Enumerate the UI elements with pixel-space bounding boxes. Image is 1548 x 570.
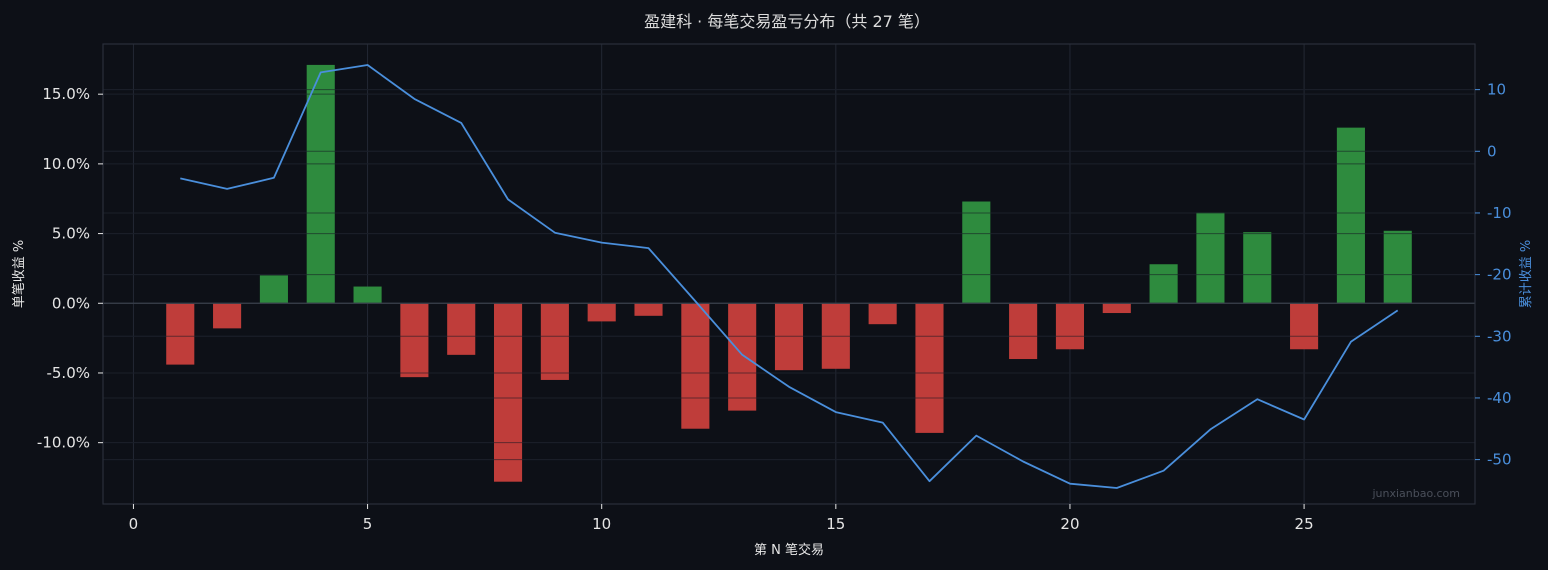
y-right-tick-label: -10	[1487, 204, 1512, 222]
bar-trade-4	[306, 64, 335, 304]
x-tick-label: 10	[592, 515, 611, 533]
y-axis-right: -50 -40 -30 -20 -10 0 10	[1475, 81, 1512, 469]
x-tick-label: 15	[826, 515, 845, 533]
x-axis: 0 5 10 15 20 25	[129, 504, 1314, 533]
y-right-tick-label: 0	[1487, 142, 1497, 160]
bar-trade-10	[587, 303, 616, 322]
bar-trade-13	[728, 303, 757, 411]
y-right-tick-label: -40	[1487, 389, 1512, 407]
bar-trade-17	[915, 303, 944, 433]
y-tick-label: 5.0%	[52, 225, 90, 243]
x-tick-label: 5	[363, 515, 373, 533]
x-tick-label: 25	[1295, 515, 1314, 533]
bar-trade-19	[1009, 303, 1038, 360]
y-axis-right-label: 累计收益 %	[1519, 240, 1534, 309]
bar-trade-24	[1243, 232, 1272, 304]
bar-trade-26	[1336, 127, 1365, 304]
y-right-tick-label: -30	[1487, 327, 1512, 345]
y-tick-label: 0.0%	[52, 294, 90, 312]
plot-frame	[102, 43, 1476, 505]
watermark: junxianbao.com	[1371, 487, 1460, 500]
bar-trade-11	[634, 303, 663, 316]
x-tick-label: 20	[1060, 515, 1079, 533]
bar-trade-18	[962, 201, 991, 304]
bar-trade-12	[681, 303, 710, 429]
chart-title: 盈建科 · 每笔交易盈亏分布（共 27 笔）	[644, 12, 930, 31]
bar-trade-23	[1196, 212, 1225, 304]
y-tick-label: -5.0%	[46, 364, 90, 382]
bar-trade-7	[447, 303, 476, 355]
plot-border	[102, 43, 1476, 505]
bar-trade-20	[1055, 303, 1085, 350]
x-axis-label: 第 N 笔交易	[754, 542, 824, 558]
y-right-tick-label: -50	[1487, 451, 1512, 469]
bars-group	[103, 64, 1475, 482]
bar-trade-22	[1149, 264, 1178, 304]
y-right-tick-label: 10	[1487, 81, 1506, 99]
x-tick-label: 0	[129, 515, 139, 533]
bar-trade-6	[400, 303, 429, 378]
bar-trade-8	[493, 303, 523, 482]
y-axis-label: 单笔收益 %	[11, 240, 27, 309]
bar-trade-3	[259, 275, 288, 304]
bar-trade-21	[1102, 303, 1131, 314]
bar-trade-27	[1383, 230, 1412, 304]
cumulative-line-group	[180, 64, 1399, 489]
bar-trade-16	[868, 303, 897, 325]
y-tick-label: 15.0%	[42, 85, 90, 103]
y-right-tick-label: -20	[1487, 266, 1512, 284]
bar-trade-1	[166, 303, 195, 365]
y-tick-label: -10.0%	[37, 434, 90, 452]
bar-trade-2	[213, 303, 242, 329]
y-axis-left: -10.0% -5.0% 0.0% 5.0% 10.0% 15.0%	[37, 85, 103, 452]
y-tick-label: 10.0%	[42, 155, 90, 173]
bar-trade-9	[540, 303, 569, 380]
bar-trade-25	[1290, 303, 1319, 350]
bar-trade-5	[353, 286, 382, 304]
cumulative-return-line	[180, 64, 1399, 489]
